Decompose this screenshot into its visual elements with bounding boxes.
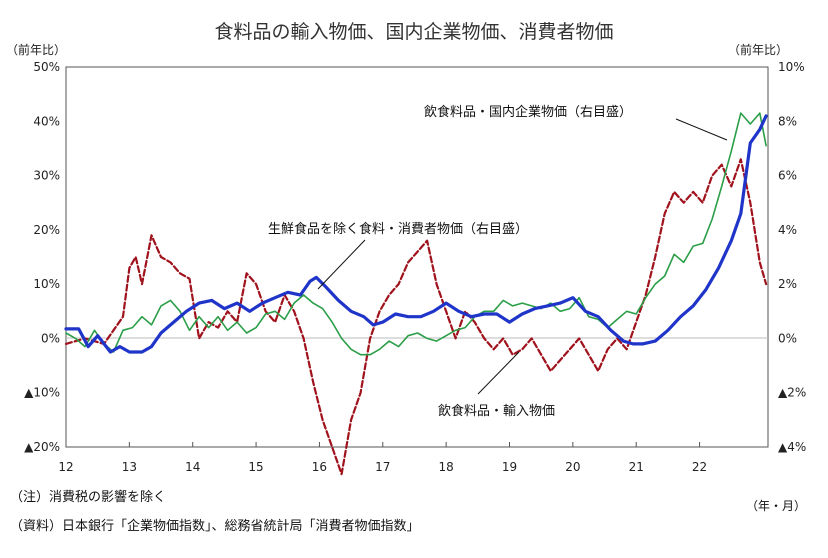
left-axis-unit: （前年比）	[6, 42, 66, 57]
source-text: （資料）日本銀行「企業物価指数」、総務省統計局「消費者物価指数」	[10, 519, 420, 534]
import-leader-line	[477, 351, 520, 395]
x-axis-tick-label: 19	[502, 460, 517, 474]
x-axis-tick-label: 22	[692, 460, 707, 474]
cpi-leader-line	[317, 239, 366, 290]
left-axis-tick-label: 30%	[33, 169, 60, 183]
right-axis-tick-label: 8%	[778, 114, 797, 128]
cpi-series-line	[64, 114, 768, 354]
x-axis-tick-label: 17	[375, 460, 390, 474]
x-axis-tick-label: 13	[122, 460, 137, 474]
plot-frame	[65, 66, 769, 448]
x-axis-tick-label: 18	[439, 460, 454, 474]
right-axis-tick-label: 10%	[778, 60, 805, 74]
right-axis-tick-label: 0%	[778, 331, 797, 345]
right-axis-ticks: ▲4% ▲2% 0% 2% 4% 6% 8% 10%	[778, 60, 806, 454]
right-axis-tick-label: 4%	[778, 223, 797, 237]
x-axis-tick-label: 21	[629, 460, 644, 474]
domestic-series-line	[65, 112, 767, 356]
import-annotation: 飲食料品・輸入物価	[438, 403, 555, 419]
x-axis-tick-label: 15	[248, 460, 263, 474]
right-axis-tick-label: ▲2%	[778, 386, 806, 400]
x-axis-unit: （年・月）	[745, 499, 806, 513]
import-series-line	[64, 158, 768, 476]
cpi-annotation: 生鮮食品を除く食料・消費者物価（右目盛）	[268, 221, 528, 237]
left-axis-tick-label: 50%	[33, 60, 60, 74]
right-axis-tick-label: 2%	[778, 277, 797, 291]
note-text: （注）消費税の影響を除く	[10, 490, 167, 505]
x-axis-tick-label: 16	[312, 460, 327, 474]
domestic-leader-line	[675, 118, 728, 141]
x-axis-tick-label: 12	[58, 460, 73, 474]
left-axis-ticks: ▲20% ▲10% 0% 10% 20% 30% 40% 50%	[24, 60, 60, 454]
right-axis-tick-label: 6%	[778, 169, 797, 183]
left-axis-tick-label: ▲10%	[24, 386, 60, 400]
left-axis-tick-label: 20%	[33, 223, 60, 237]
right-axis-unit: （前年比）	[728, 42, 788, 57]
x-axis-ticks: 12 13 14 15 16 17 18 19 20 21 22	[58, 442, 707, 474]
domestic-annotation: 飲食料品・国内企業物価（右目盛）	[424, 104, 632, 120]
left-axis-tick-label: 10%	[33, 277, 60, 291]
x-axis-tick-label: 20	[565, 460, 580, 474]
left-axis-tick-label: ▲20%	[24, 440, 60, 454]
left-axis-tick-label: 40%	[33, 114, 60, 128]
right-axis-tick-label: ▲4%	[778, 440, 806, 454]
x-axis-tick-label: 14	[185, 460, 200, 474]
chart-title: 食料品の輸入物価、国内企業物価、消費者物価	[214, 21, 613, 43]
series-layer	[64, 112, 768, 476]
left-axis-tick-label: 0%	[41, 331, 60, 345]
